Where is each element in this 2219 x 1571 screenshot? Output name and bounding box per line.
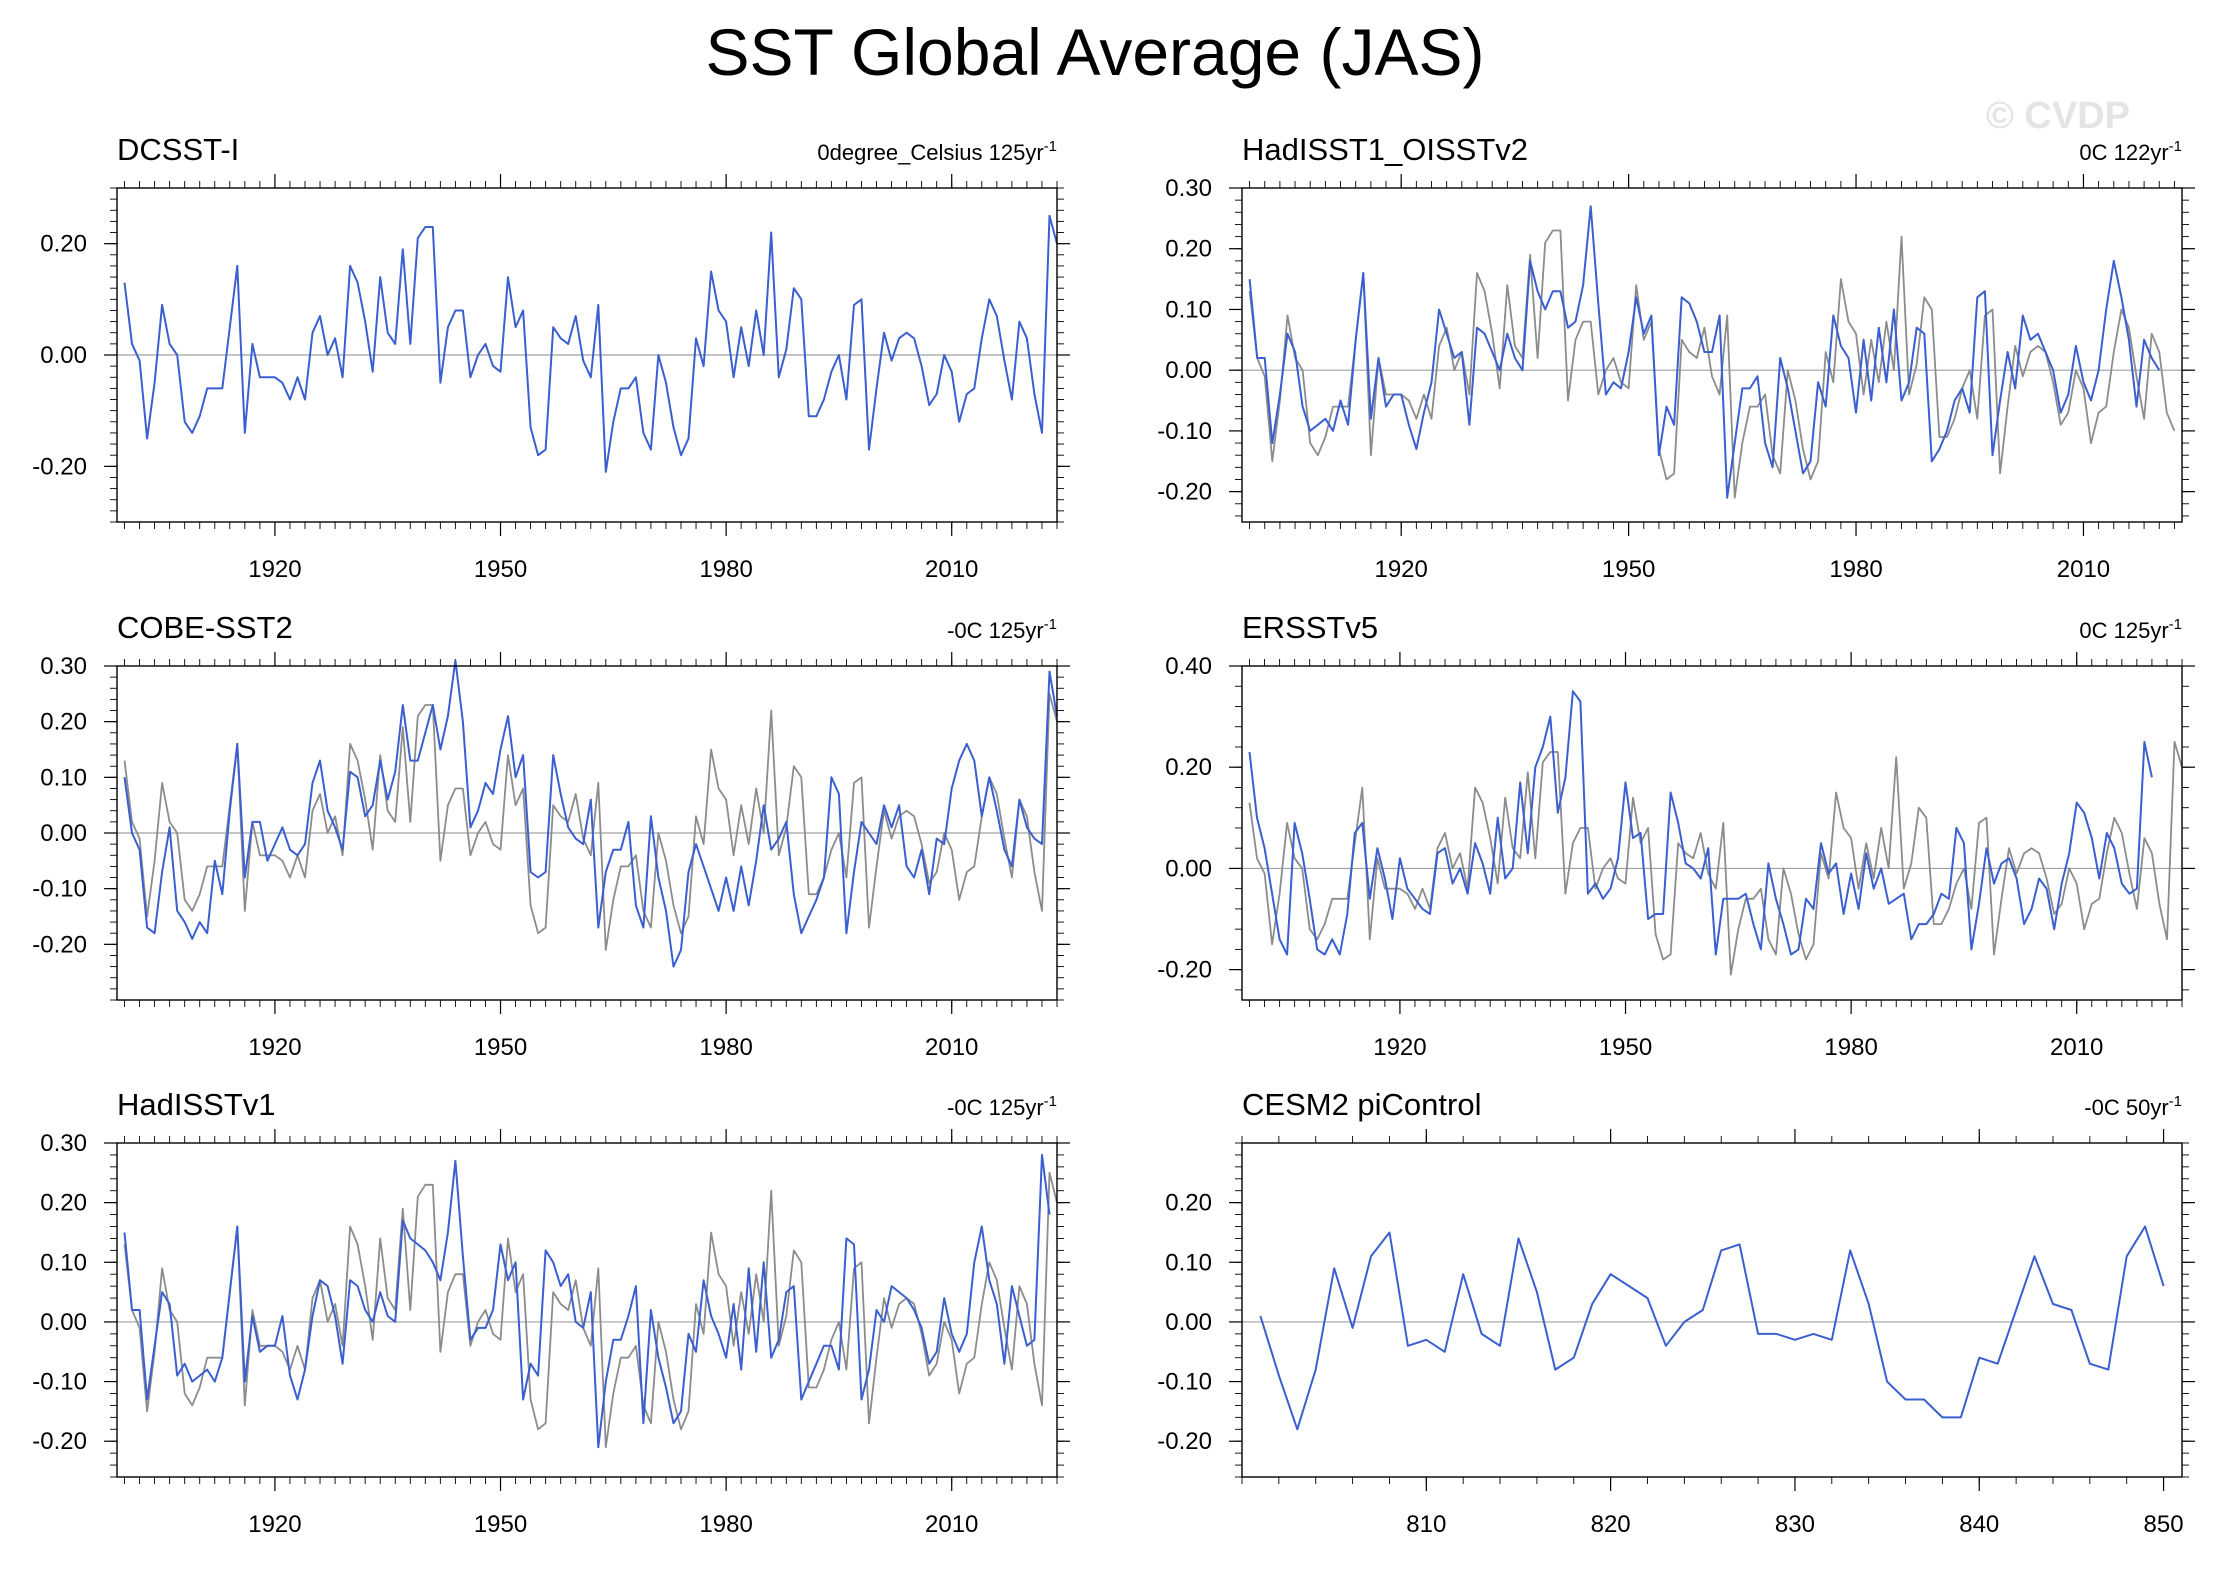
y-tick-label: 0.20	[40, 1190, 87, 1217]
panel-cesm2-picontrol: CESM2 piControl -0C 50yr-1 -0.20 -0.10 0.00 0…	[1157, 1087, 2195, 1538]
y-tick-label: 0.40	[1165, 653, 1212, 680]
trend-label: 0C 122yr-1	[2079, 138, 2182, 165]
trend-superscript: -1	[2169, 138, 2182, 155]
x-tick-label: 2010	[925, 556, 978, 583]
panels-container: DCSST-I 0degree_Celsius 125yr-1 -0.20 0.00 0…	[32, 132, 2195, 1538]
panel-hadisst1-oisstv2: HadISST1_OISSTv2 0C 122yr-1 -0.20 -0.10 0.00…	[1157, 132, 2195, 583]
y-tick-label: 0.00	[1165, 855, 1212, 882]
plot-frame	[1241, 665, 2183, 1001]
plot-frame	[116, 665, 1058, 1001]
x-tick-label: 2010	[2050, 1034, 2103, 1061]
x-tick-label: 1920	[248, 556, 301, 583]
trend-superscript: -1	[2169, 1093, 2182, 1110]
panel-dcsst-i: DCSST-I 0degree_Celsius 125yr-1 -0.20 0.00 0…	[32, 132, 1070, 583]
y-tick-label: 0.10	[40, 764, 87, 791]
x-tick-label: 1950	[1599, 1034, 1652, 1061]
y-tick-label: -0.20	[32, 1428, 87, 1455]
x-tick-label: 840	[1959, 1511, 1999, 1538]
y-tick-label: -0.10	[1157, 1369, 1212, 1396]
y-tick-label: 0.00	[1165, 1309, 1212, 1336]
y-tick-label: 0.00	[40, 820, 87, 847]
panel-title: ERSSTv5	[1242, 610, 1378, 645]
y-tick-label: -0.20	[1157, 1428, 1212, 1455]
y-tick-label: -0.10	[1157, 418, 1212, 445]
x-tick-label: 1920	[248, 1034, 301, 1061]
x-tick-label: 2010	[925, 1034, 978, 1061]
x-tick-label: 1950	[474, 556, 527, 583]
x-tick-label: 1920	[248, 1511, 301, 1538]
y-tick-label: 0.00	[40, 1309, 87, 1336]
y-tick-label: -0.10	[32, 1369, 87, 1396]
x-tick-label: 1920	[1374, 556, 1427, 583]
panel-title: HadISSTv1	[117, 1087, 276, 1122]
panel-hadisstv1: HadISSTv1 -0C 125yr-1 -0.20 -0.10 0.00 0.10 0.…	[32, 1087, 1070, 1538]
panel-ersstv5: ERSSTv5 0C 125yr-1 -0.20 0.00 0.20 0.40 1920 19…	[1157, 610, 2195, 1061]
x-tick-label: 830	[1775, 1511, 1815, 1538]
x-tick-label: 1920	[1373, 1034, 1426, 1061]
series-line-reference	[1248, 229, 2176, 499]
y-tick-label: 0.20	[40, 709, 87, 736]
trend-superscript: -1	[1044, 138, 1057, 155]
trend-label: -0C 125yr-1	[947, 1093, 1057, 1120]
y-tick-label: -0.20	[32, 453, 87, 480]
x-tick-label: 2010	[925, 1511, 978, 1538]
y-tick-label: 0.10	[1165, 1249, 1212, 1276]
trend-label: -0C 125yr-1	[947, 616, 1057, 643]
x-tick-label: 820	[1591, 1511, 1631, 1538]
series-line-ersstv5	[1248, 690, 2153, 956]
series-line-reference	[123, 692, 1058, 951]
plot-frame	[1241, 1142, 2183, 1478]
y-tick-label: 0.30	[1165, 175, 1212, 202]
y-tick-label: -0.20	[1157, 479, 1212, 506]
x-tick-label: 1980	[699, 556, 752, 583]
y-tick-label: 0.10	[1165, 296, 1212, 323]
y-tick-label: 0.00	[40, 342, 87, 369]
y-tick-label: 0.20	[1165, 236, 1212, 263]
x-tick-label: 1950	[474, 1034, 527, 1061]
x-tick-label: 1980	[699, 1511, 752, 1538]
y-tick-label: 0.10	[40, 1249, 87, 1276]
plot-frame	[116, 1142, 1058, 1478]
x-tick-label: 1980	[1829, 556, 1882, 583]
panel-title: DCSST-I	[117, 132, 239, 167]
y-tick-label: 0.20	[1165, 1190, 1212, 1217]
plot-frame	[1241, 187, 2183, 523]
y-tick-label: 0.20	[1165, 754, 1212, 781]
y-tick-label: -0.10	[32, 876, 87, 903]
plot-frame	[116, 187, 1058, 523]
trend-superscript: -1	[1044, 616, 1057, 633]
trend-label: 0C 125yr-1	[2079, 616, 2182, 643]
panel-cobe-sst2: COBE-SST2 -0C 125yr-1 -0.20 -0.10 0.00 0.10 0.…	[32, 610, 1070, 1061]
cvdp-watermark: © CVDP	[1986, 95, 2130, 137]
series-line-reference	[123, 1171, 1058, 1449]
figure-title: SST Global Average (JAS)	[706, 15, 1485, 89]
trend-label: -0C 50yr-1	[2084, 1093, 2182, 1120]
panel-title: COBE-SST2	[117, 610, 293, 645]
x-tick-label: 1980	[1824, 1034, 1877, 1061]
x-tick-label: 2010	[2057, 556, 2110, 583]
y-tick-label: 0.00	[1165, 357, 1212, 384]
trend-label: 0degree_Celsius 125yr-1	[817, 138, 1057, 165]
panel-title: CESM2 piControl	[1242, 1087, 1481, 1122]
x-tick-label: 850	[2144, 1511, 2184, 1538]
panel-title: HadISST1_OISSTv2	[1242, 132, 1528, 167]
series-line-hadisstv1	[123, 1153, 1051, 1449]
series-line-cesm2-picontrol	[1259, 1225, 2165, 1431]
series-line-reference	[1248, 741, 2183, 976]
x-tick-label: 810	[1406, 1511, 1446, 1538]
x-tick-label: 1980	[699, 1034, 752, 1061]
x-tick-label: 1950	[474, 1511, 527, 1538]
trend-superscript: -1	[1044, 1093, 1057, 1110]
y-tick-label: 0.20	[40, 231, 87, 258]
trend-superscript: -1	[2169, 616, 2182, 633]
series-line-hadisst1-oisstv2	[1248, 205, 2161, 499]
y-tick-label: -0.20	[32, 931, 87, 958]
y-tick-label: 0.30	[40, 1130, 87, 1157]
y-tick-label: -0.20	[1157, 957, 1212, 984]
x-tick-label: 1950	[1602, 556, 1655, 583]
series-line-dcsst-i	[123, 214, 1058, 473]
series-line-cobe-sst2	[123, 659, 1058, 968]
y-tick-label: 0.30	[40, 653, 87, 680]
